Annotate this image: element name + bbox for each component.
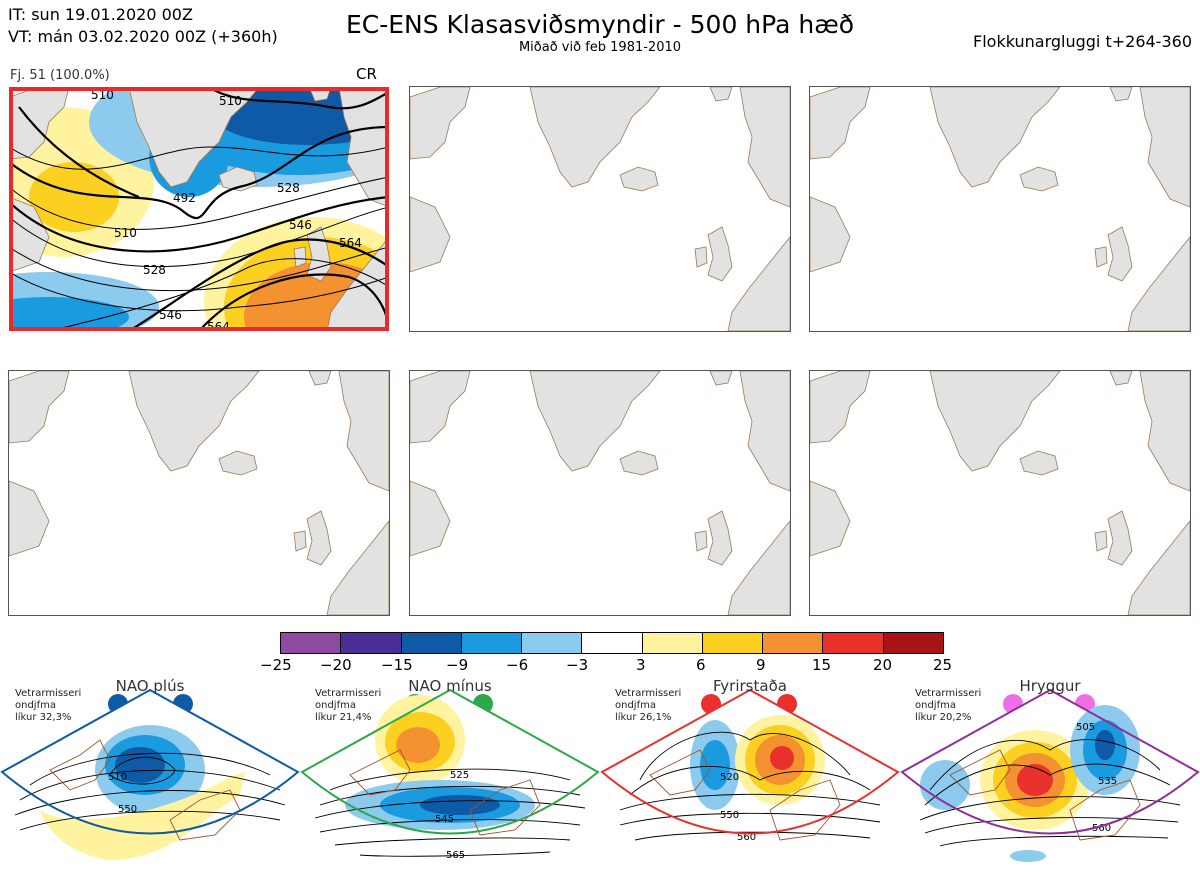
cluster-count-label: Fj. 51 (100.0%) [10,68,110,83]
contour-label: 546 [289,218,312,232]
colorbar-segment [763,633,824,653]
contour-label: 505 [1076,722,1095,733]
empty-map-panel [409,370,791,616]
regime-title: Fyrirstaða [713,677,787,695]
colorbar-tick: −25 [260,656,292,674]
colorbar-tick: −3 [566,656,589,674]
colorbar-tick: 6 [696,656,706,674]
regime-map: 505 535 560 [900,688,1200,862]
empty-map-panel [8,370,390,616]
cluster-map-panel[interactable]: 492 510 510 528 528 546 546 564 564 510 [9,87,389,331]
regime-frame [0,688,300,835]
page-title: EC-ENS Klasasviðsmyndir - 500 hPa hæð [345,10,855,39]
colorbar-segment [883,633,943,653]
colorbar-tick: 15 [812,656,832,674]
regime-frame [900,688,1200,835]
contour-label: 520 [720,772,739,783]
selected-cluster-frame [9,87,389,331]
contour-label: 510 [91,88,114,102]
colorbar-segment [522,633,583,653]
contour-label: 525 [450,770,469,781]
regime-nao-minus[interactable]: NAO mínus Vetrarmisseri ondjfma líkur 21,4… [300,677,600,870]
page-subtitle: Miðað við feb 1981-2010 [518,40,682,55]
colorbar-tick: −6 [506,656,529,674]
header-info: IT: sun 19.01.2020 00Z VT: mán 03.02.202… [8,4,278,48]
regime-map: 525 545 565 [300,688,600,861]
regime-info: Vetrarmisseri ondjfma líkur 32,3% [15,688,82,723]
contour-label: 564 [339,236,362,250]
contour-label: 510 [108,772,127,783]
empty-map-panel [809,370,1191,616]
cluster-regime-code: CR [356,65,377,83]
contour-label: 560 [737,832,756,843]
colorbar-tick: −15 [381,656,413,674]
it-line: IT: sun 19.01.2020 00Z [8,5,193,24]
contour-label: 528 [143,263,166,277]
empty-map-panel [409,86,791,332]
regime-info: Vetrarmisseri ondjfma líkur 21,4% [315,688,382,723]
contour-label: 546 [159,308,182,322]
colorbar-tick: −20 [320,656,352,674]
empty-map [9,371,389,615]
empty-map-panel [809,86,1191,332]
vt-line: VT: mán 03.02.2020 00Z (+360h) [8,27,278,46]
colorbar-tick: −9 [446,656,469,674]
empty-map [410,371,790,615]
regime-nao-plus[interactable]: NAO plús Vetrarmisseri ondjfma líkur 32,3%… [0,677,300,870]
contour-label: 564 [207,320,230,331]
contour-label: 528 [277,181,300,195]
regime-blocking[interactable]: Fyrirstaða Vetrarmisseri ondjfma líkur 26,… [600,677,900,870]
contour-label: 550 [118,804,137,815]
colorbar-segment [582,633,643,653]
contour-label: 545 [435,814,454,825]
colorbar [280,632,944,654]
regime-frame [600,688,900,835]
empty-map [810,371,1190,615]
empty-map [810,87,1190,331]
colorbar-tick: 9 [756,656,766,674]
colorbar-tick: 20 [873,656,893,674]
colorbar-segment [461,633,523,653]
contour-label: 492 [173,191,196,205]
colorbar-tick: 3 [636,656,646,674]
window-label: Flokkunargluggi t+264-360 [973,32,1192,51]
cluster-map: 492 510 510 528 528 546 546 564 564 510 [9,87,389,331]
colorbar-segment [642,633,703,653]
regime-title: NAO mínus [408,677,492,695]
regime-info: Vetrarmisseri ondjfma líkur 26,1% [615,688,682,723]
colorbar-segment [281,633,342,653]
colorbar-segment [823,633,884,653]
contour-label: 550 [720,810,739,821]
colorbar-segment [341,633,402,653]
regime-map: 520 550 560 [600,688,900,843]
regime-info: Vetrarmisseri ondjfma líkur 20,2% [915,688,982,723]
regime-ridge[interactable]: Hryggur Vetrarmisseri ondjfma líkur 20,2% … [900,677,1200,870]
contour-label: 510 [114,226,137,240]
regime-frame [300,688,600,835]
contour-label: 565 [446,850,465,861]
empty-map [410,87,790,331]
regime-map: 510 550 [0,688,300,860]
colorbar-segment [702,633,764,653]
contour-label: 535 [1098,776,1117,787]
colorbar-segment [401,633,462,653]
colorbar-tick: 25 [933,656,953,674]
regime-title: Hryggur [1019,677,1081,695]
regime-title: NAO plús [115,677,185,695]
contour-label: 560 [1092,823,1111,834]
contour-label: 510 [219,94,242,108]
